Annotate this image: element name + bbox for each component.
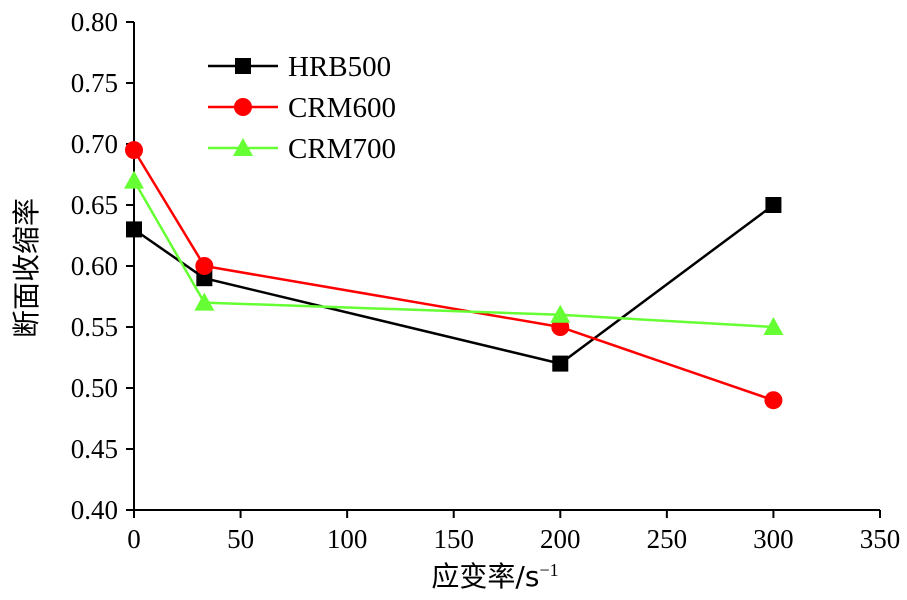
data-point [196,270,213,287]
legend-label: CRM700 [288,133,396,165]
data-point [550,304,571,323]
series-crm700 [124,170,784,335]
data-point [764,391,783,410]
data-point [763,317,784,335]
x-tick-label: 150 [433,524,474,554]
ticks: 0.40 0.45 0.50 0.55 0.60 0.65 0.70 0.75 0.80 0 50 1… [71,7,901,554]
x-axis-title-superscript: −1 [539,560,558,580]
data-point [765,197,782,213]
series-line [132,179,774,329]
y-tick-label: 0.65 [71,190,118,220]
legend-marker [233,138,253,156]
x-tick-label: 50 [227,524,254,554]
x-axis-title-text: 应变率/s [431,560,539,593]
legend: HRB500 CRM600 CRM700 [208,51,396,165]
series-hrb500 [126,197,782,372]
x-tick-label: 350 [860,524,901,554]
axes [133,22,880,511]
legend-label: HRB500 [288,51,391,83]
y-tick-label: 0.45 [71,434,118,464]
y-tick-label: 0.55 [71,312,118,342]
x-tick-label: 0 [127,524,141,554]
y-tick-label: 0.70 [71,129,118,159]
y-tick-label: 0.60 [71,251,118,281]
data-point [125,141,143,160]
legend-marker [235,58,251,74]
y-axis-title: 断面收缩率 [10,198,43,338]
data-point [194,292,215,311]
y-tick-label: 0.50 [71,373,118,403]
legend-item-crm700: CRM700 [208,133,396,165]
legend-label: CRM600 [288,92,396,124]
series-crm600 [125,141,783,410]
data-point [124,170,144,189]
x-axis-title: 应变率/s−1 [431,560,558,593]
data-point [126,221,142,238]
x-tick-label: 100 [327,524,368,554]
series-line [132,149,774,402]
x-tick-label: 200 [540,524,581,554]
legend-item-hrb500: HRB500 [208,51,391,83]
data-point [195,257,214,275]
y-tick-label: 0.80 [71,7,118,37]
y-tick-label: 0.75 [71,68,118,98]
data-point [552,355,569,372]
x-tick-label: 300 [753,524,794,554]
legend-item-crm600: CRM600 [208,92,396,124]
x-tick-label: 250 [647,524,688,554]
series-layer [124,141,784,410]
y-tick-label: 0.40 [71,495,118,525]
legend-marker [234,98,252,116]
series-line [133,203,775,365]
